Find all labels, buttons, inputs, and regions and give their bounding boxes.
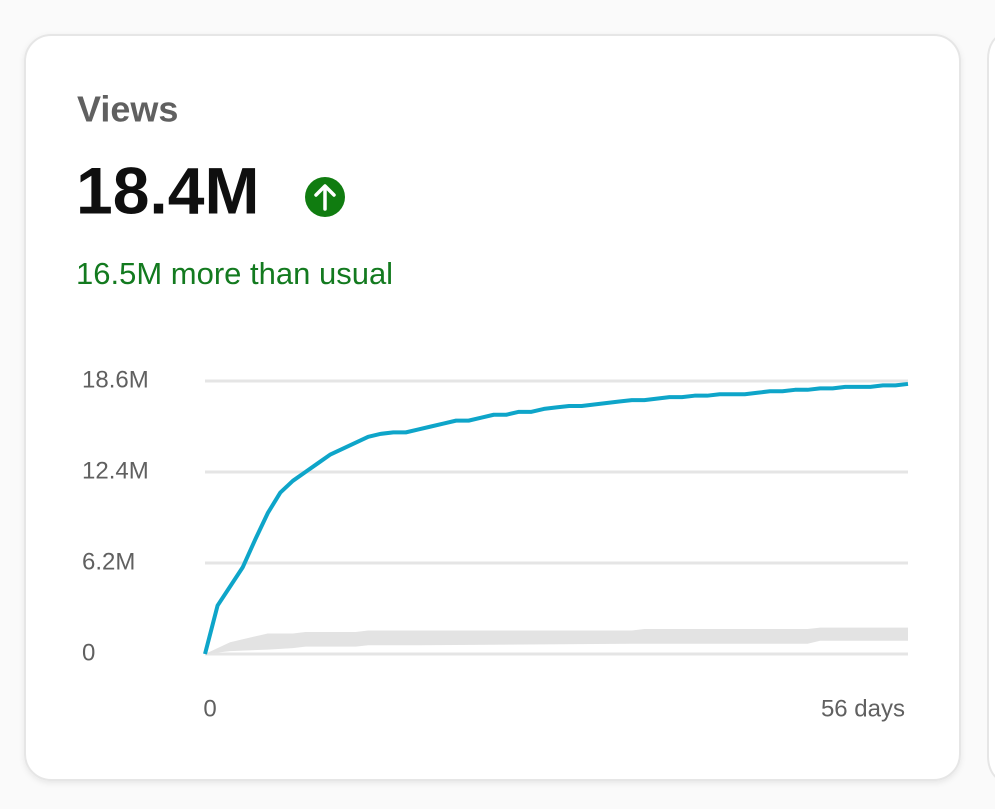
next-card bbox=[987, 37, 995, 778]
views-line bbox=[203, 381, 909, 655]
comparison: 16.5M more than usual bbox=[76, 256, 393, 291]
y-tick-label: 6.2M bbox=[82, 548, 135, 575]
y-tick-label: 18.6M bbox=[82, 366, 149, 393]
card-title: Views bbox=[77, 89, 178, 130]
up-icon bbox=[305, 177, 345, 217]
card-value: 18.4M bbox=[76, 153, 259, 227]
x-tick-label: 0 bbox=[203, 695, 216, 722]
y-tick-label: 0 bbox=[82, 639, 95, 666]
x-tick-label: 56 days bbox=[821, 695, 905, 722]
typical-range bbox=[205, 627, 908, 654]
card bbox=[24, 34, 961, 781]
y-tick-label: 12.4M bbox=[82, 457, 149, 484]
